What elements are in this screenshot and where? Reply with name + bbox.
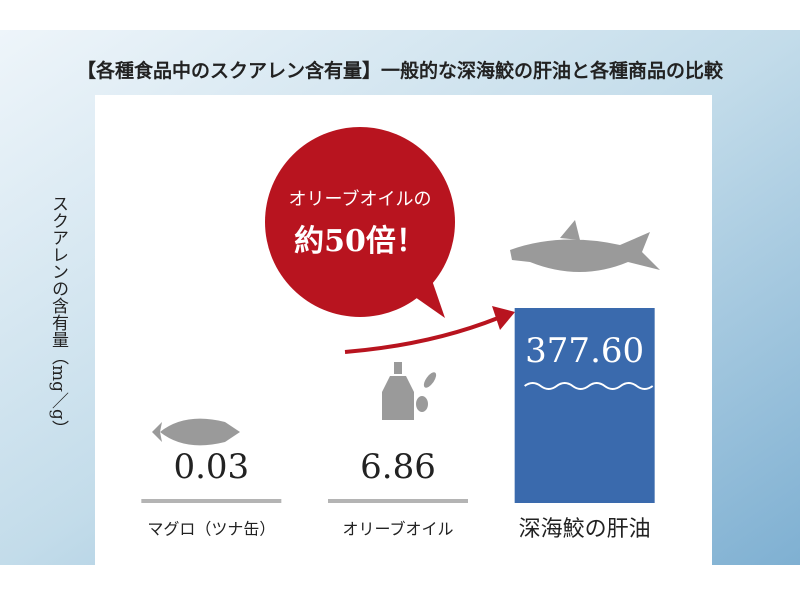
x-tick-label: 深海鮫の肝油 <box>519 517 651 542</box>
tuna-icon <box>152 418 240 446</box>
arrow-head <box>492 306 515 330</box>
callout-line: 約50倍！ <box>294 224 426 259</box>
callout: オリーブオイルの 約50倍！ <box>265 127 455 318</box>
shark-icon <box>510 220 660 272</box>
value-label: 6.86 <box>360 447 436 487</box>
bar <box>514 308 655 503</box>
arrow <box>344 316 499 354</box>
x-tick-label: オリーブオイル <box>342 520 453 539</box>
value-label: 0.03 <box>173 447 249 487</box>
x-tick-label: マグロ（ツナ缶） <box>147 520 275 539</box>
bar <box>141 499 282 503</box>
bar <box>328 499 468 503</box>
olive-oil-icon <box>382 362 437 420</box>
y-axis-label: スクアレンの含有量（mg／g） <box>48 195 69 437</box>
value-label: 377.60 <box>525 331 644 371</box>
callout-line: オリーブオイルの <box>289 188 432 210</box>
wave <box>524 382 654 390</box>
chart-title: 【各種食品中のスクアレン含有量】一般的な深海鮫の肝油と各種商品の比較 <box>77 59 724 82</box>
